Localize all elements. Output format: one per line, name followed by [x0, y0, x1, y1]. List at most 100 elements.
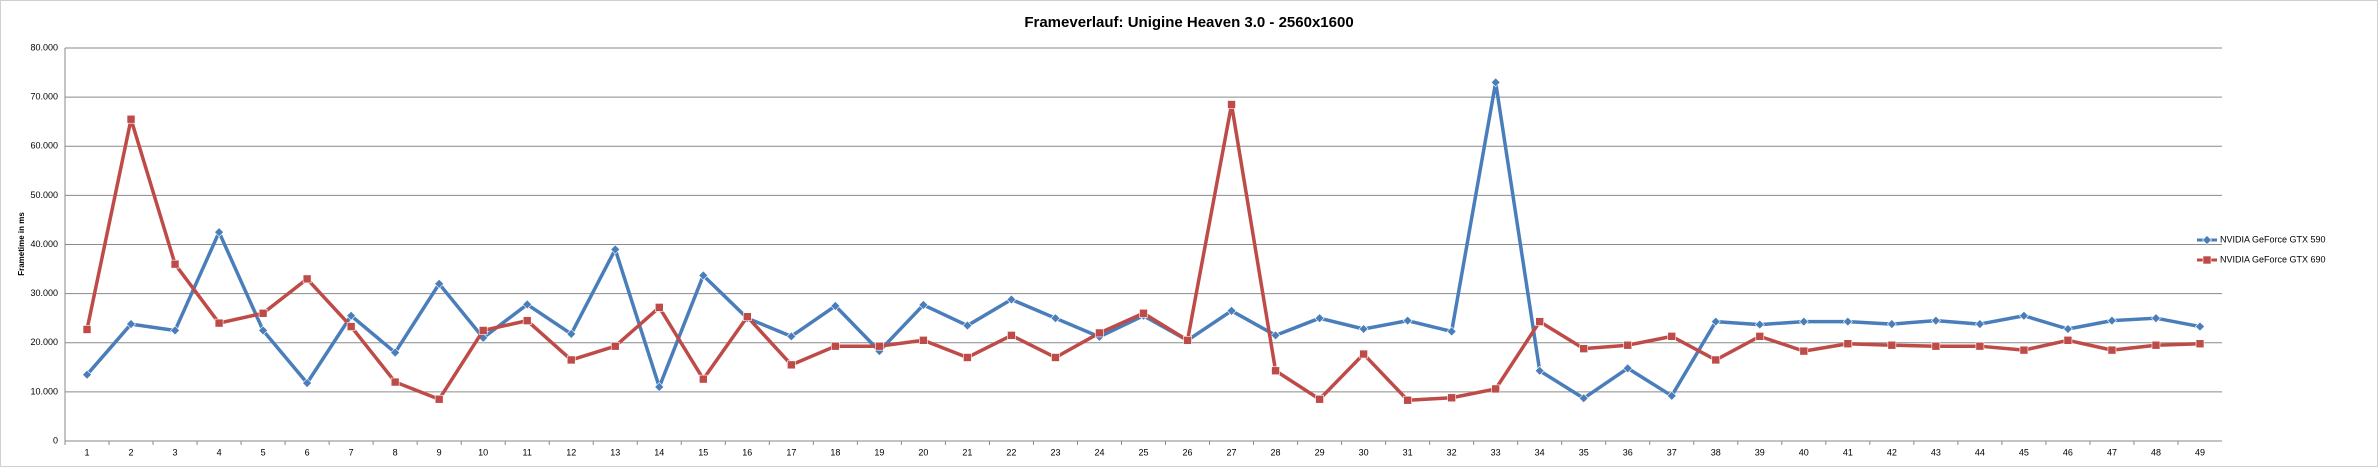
x-tick-label: 36	[1623, 447, 1633, 457]
x-tick-label: 47	[2107, 447, 2117, 457]
data-point	[1447, 393, 1456, 403]
data-point	[258, 308, 268, 318]
data-point	[1358, 324, 1369, 334]
data-point	[1667, 332, 1677, 341]
x-tick-label: 34	[1535, 447, 1545, 457]
data-point	[566, 355, 576, 365]
data-point	[786, 331, 797, 342]
data-point	[1402, 315, 1413, 326]
data-point	[1754, 319, 1765, 330]
y-tick-label: 60.000	[30, 141, 58, 151]
x-tick-label: 31	[1403, 447, 1413, 457]
legend-marker	[2202, 255, 2212, 265]
y-tick-label: 10.000	[30, 386, 58, 396]
data-point	[1710, 316, 1721, 327]
x-tick-label: 38	[1711, 447, 1721, 457]
x-tick-label: 12	[566, 447, 576, 457]
x-tick-label: 46	[2063, 447, 2073, 457]
x-tick-label: 41	[1843, 447, 1853, 457]
x-tick-label: 6	[305, 447, 310, 457]
x-tick-label: 30	[1359, 447, 1369, 457]
x-tick-label: 13	[610, 447, 620, 457]
data-point	[610, 244, 621, 255]
data-point	[566, 328, 577, 339]
x-tick-label: 27	[1227, 447, 1237, 457]
data-point	[698, 270, 709, 281]
data-point	[1051, 353, 1060, 362]
data-point	[1535, 317, 1544, 326]
x-tick-label: 45	[2019, 447, 2029, 457]
data-point	[1579, 344, 1589, 353]
x-tick-label: 10	[478, 447, 488, 457]
x-tick-label: 44	[1975, 447, 1985, 457]
x-tick-label: 18	[830, 447, 840, 457]
y-tick-label: 70.000	[30, 92, 58, 102]
data-point	[390, 377, 400, 387]
data-point	[434, 394, 444, 404]
x-tick-label: 42	[1887, 447, 1897, 457]
data-point	[1534, 365, 1545, 376]
x-tick-label: 37	[1667, 447, 1677, 457]
data-point	[1842, 316, 1853, 327]
data-point	[1139, 308, 1148, 318]
data-point	[610, 341, 620, 351]
y-axis-title: Frametime in ms	[17, 212, 26, 276]
x-tick-label: 29	[1315, 447, 1325, 457]
data-point	[2195, 339, 2205, 349]
data-point	[302, 378, 313, 388]
data-point	[522, 299, 533, 310]
data-point	[830, 300, 841, 311]
data-point	[1799, 346, 1809, 356]
x-tick-label: 26	[1183, 447, 1193, 457]
data-point	[2151, 313, 2161, 324]
data-point	[2063, 324, 2073, 334]
data-point	[1095, 328, 1104, 338]
x-tick-label: 5	[261, 447, 266, 457]
data-point	[1227, 100, 1236, 109]
x-tick-label: 3	[173, 447, 178, 457]
data-point	[1887, 340, 1897, 350]
x-tick-label: 1	[85, 447, 90, 457]
legend-marker	[2202, 235, 2212, 245]
data-point	[963, 353, 972, 362]
y-tick-label: 40.000	[30, 239, 58, 249]
data-point	[2063, 335, 2073, 345]
data-point	[1711, 355, 1721, 365]
y-tick-label: 80.000	[30, 42, 58, 52]
data-point	[962, 320, 973, 331]
legend-label: NVIDIA GeForce GTX 690	[2220, 254, 2326, 264]
data-point	[1050, 313, 1061, 324]
data-point	[434, 278, 445, 289]
data-point	[170, 259, 180, 269]
legend-label: NVIDIA GeForce GTX 590	[2220, 234, 2326, 244]
x-tick-label: 23	[1050, 447, 1060, 457]
data-point	[1359, 349, 1368, 359]
data-point	[787, 360, 796, 370]
data-point	[1755, 332, 1765, 341]
data-point	[1666, 390, 1677, 401]
data-point	[1183, 335, 1192, 345]
y-tick-label: 50.000	[30, 190, 58, 200]
x-tick-label: 25	[1138, 447, 1148, 457]
data-point	[126, 319, 136, 330]
x-tick-label: 15	[698, 447, 708, 457]
data-point	[1490, 77, 1501, 88]
data-point	[831, 341, 840, 351]
data-point	[1843, 339, 1853, 349]
data-point	[2195, 321, 2205, 332]
data-point	[2107, 345, 2117, 355]
data-point	[214, 318, 224, 328]
x-tick-label: 8	[393, 447, 398, 457]
y-tick-label: 20.000	[30, 337, 58, 347]
data-point	[2151, 340, 2161, 350]
data-point	[1226, 305, 1237, 316]
data-point	[82, 369, 92, 380]
data-point	[1930, 315, 1941, 326]
data-point	[1007, 331, 1016, 340]
x-tick-label: 35	[1579, 447, 1589, 457]
data-point	[82, 325, 92, 334]
x-tick-label: 49	[2195, 447, 2205, 457]
data-point	[654, 303, 664, 312]
